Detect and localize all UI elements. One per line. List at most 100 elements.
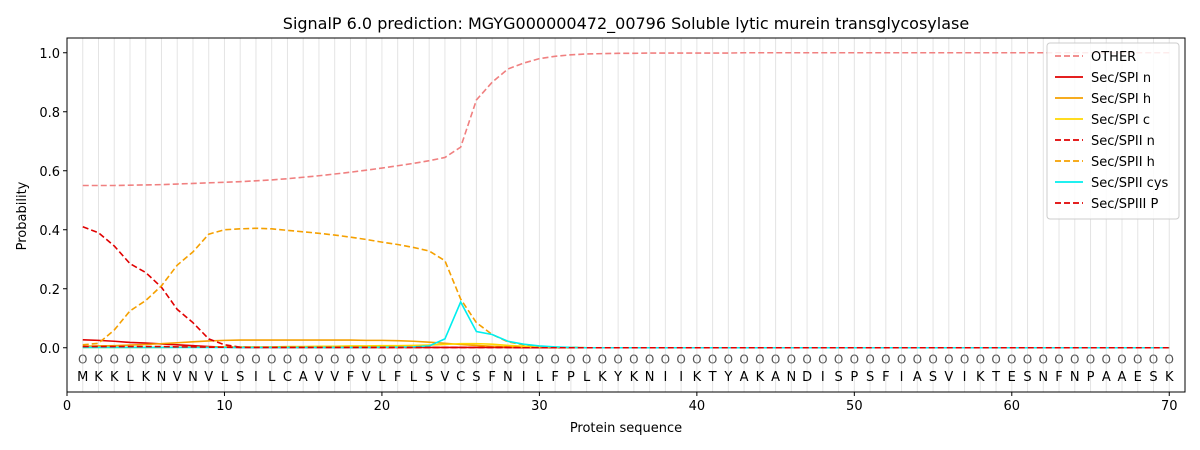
residue-state-label: O — [1054, 353, 1063, 367]
residue-state-label: O — [1070, 353, 1079, 367]
x-tick-label: 30 — [531, 399, 548, 414]
residue-state-label: O — [913, 353, 922, 367]
residue-letter: E — [1134, 370, 1142, 385]
residue-state-label: O — [598, 353, 607, 367]
y-tick-label: 0.8 — [39, 106, 60, 121]
residue-letter: T — [708, 370, 717, 385]
legend-label: Sec/SPII cys — [1091, 176, 1169, 191]
residue-letter: K — [976, 370, 985, 385]
residue-letter: V — [362, 370, 371, 385]
residue-state-label: O — [739, 353, 748, 367]
residue-state-label: O — [865, 353, 874, 367]
residue-letter: A — [771, 370, 780, 385]
residue-letter: N — [503, 370, 513, 385]
residue-state-label: O — [1133, 353, 1142, 367]
legend-label: Sec/SPII h — [1091, 155, 1155, 170]
residue-letter: S — [425, 370, 433, 385]
residue-state-label: O — [787, 353, 796, 367]
series-line-other — [82, 51, 1170, 187]
y-tick-label: 0.4 — [39, 224, 60, 239]
residue-letter: A — [913, 370, 922, 385]
residue-state-label: O — [897, 353, 906, 367]
residue-letter: I — [663, 370, 667, 385]
residue-state-label: O — [1007, 353, 1016, 367]
residue-letter: K — [141, 370, 150, 385]
residue-state-label: O — [503, 353, 512, 367]
residue-state-label: O — [141, 353, 150, 367]
residue-letter: K — [598, 370, 607, 385]
residue-letter: S — [236, 370, 244, 385]
residue-state-label: O — [157, 353, 166, 367]
residue-state-label: O — [361, 353, 370, 367]
residue-letter: I — [900, 370, 904, 385]
residue-state-label: O — [1023, 353, 1032, 367]
residue-letter: L — [126, 370, 134, 385]
residue-letter: K — [110, 370, 119, 385]
residue-state-label: O — [1149, 353, 1158, 367]
y-tick-label: 1.0 — [39, 47, 60, 62]
residue-letter: L — [378, 370, 386, 385]
x-tick-label: 40 — [689, 399, 706, 414]
residue-letter: L — [583, 370, 591, 385]
residue-letter: Y — [613, 370, 622, 385]
series-line-sec-spii-cys — [82, 300, 1170, 349]
residue-state-label: O — [818, 353, 827, 367]
residue-letter: S — [1023, 370, 1031, 385]
residue-state-label: O — [991, 353, 1000, 367]
residue-letter: C — [456, 370, 465, 385]
residue-letter: N — [1070, 370, 1080, 385]
residue-letter: I — [254, 370, 258, 385]
legend-label: Sec/SPIII P — [1091, 197, 1159, 212]
residue-state-label: O — [613, 353, 622, 367]
residue-letter: V — [440, 370, 449, 385]
x-tick-label: 10 — [216, 399, 233, 414]
residue-state-label: O — [393, 353, 402, 367]
residue-letter: S — [834, 370, 842, 385]
residue-state-label: O — [1165, 353, 1174, 367]
residue-letter: L — [410, 370, 418, 385]
residue-letter: I — [679, 370, 683, 385]
series-line-sec-spii-n — [82, 226, 1170, 349]
residue-state-label: O — [1117, 353, 1126, 367]
legend: OTHER Sec/SPI n Sec/SPI h Sec/SPI c Sec/SPII… — [1046, 42, 1180, 220]
residue-letter: F — [882, 370, 889, 385]
residue-state-label: O — [645, 353, 654, 367]
residue-state-label: O — [204, 353, 213, 367]
residue-state-label: O — [661, 353, 670, 367]
x-tick-label: 20 — [374, 399, 391, 414]
residue-letter: E — [1008, 370, 1016, 385]
residue-letter: I — [821, 370, 825, 385]
residue-state-label: O — [172, 353, 181, 367]
residue-state-label: O — [755, 353, 764, 367]
residue-state-label: O — [314, 353, 323, 367]
residue-state-label: O — [110, 353, 119, 367]
x-axis-label: Protein sequence — [570, 421, 682, 436]
legend-box — [1046, 42, 1180, 220]
residue-state-label: O — [472, 353, 481, 367]
residue-state-label: O — [440, 353, 449, 367]
residue-state-label: O — [125, 353, 134, 367]
legend-label: Sec/SPI h — [1091, 92, 1151, 107]
residue-state-label: O — [487, 353, 496, 367]
residue-state-label: O — [802, 353, 811, 367]
y-tick-label: 0.2 — [39, 283, 60, 298]
residue-letter: I — [963, 370, 967, 385]
residue-state-label: O — [708, 353, 717, 367]
residue-letter: F — [347, 370, 354, 385]
residue-state-label: O — [676, 353, 685, 367]
x-axis-ticks: 0 10 20 30 40 50 60 70 — [63, 392, 1178, 414]
residue-state-label: O — [409, 353, 418, 367]
residue-state-label: O — [550, 353, 559, 367]
residue-state-label: O — [1102, 353, 1111, 367]
x-tick-label: 60 — [1004, 399, 1021, 414]
residue-letter: F — [551, 370, 558, 385]
y-axis-ticks: 0.0 0.2 0.4 0.6 0.8 1.0 — [39, 47, 67, 357]
residue-letter: I — [522, 370, 526, 385]
residue-state-label: O — [834, 353, 843, 367]
residue-letter: K — [693, 370, 702, 385]
residue-letter: V — [173, 370, 182, 385]
residue-letter: N — [786, 370, 796, 385]
chart-title: SignalP 6.0 prediction: MGYG000000472_00… — [283, 14, 969, 34]
residue-letter: V — [944, 370, 953, 385]
residue-letter: K — [1165, 370, 1174, 385]
